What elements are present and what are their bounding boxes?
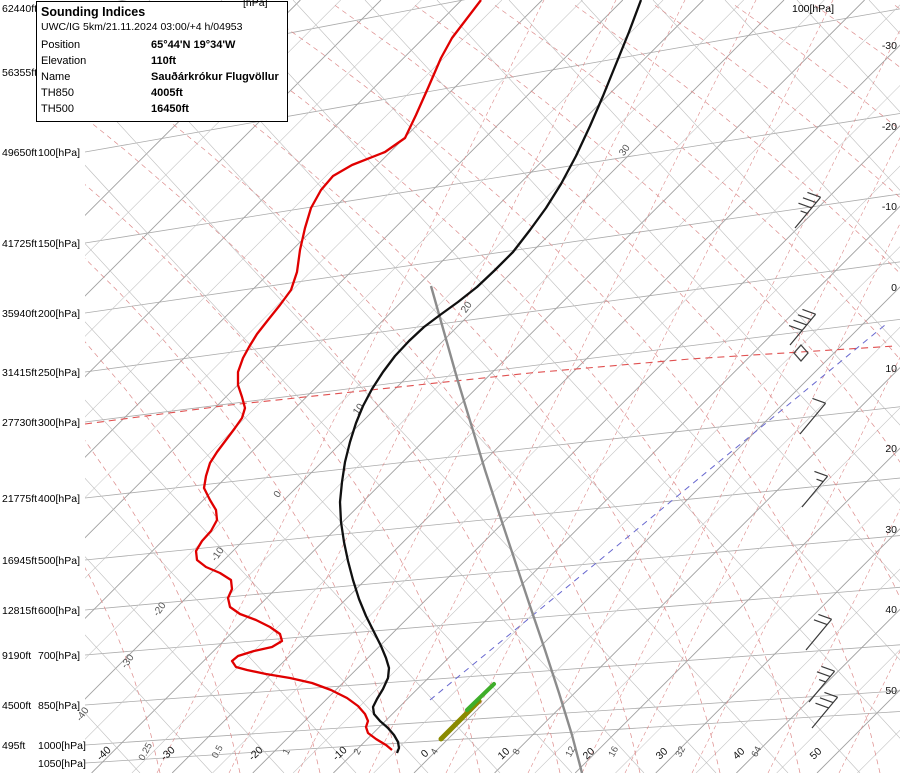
left-axis-altitude-label: 56355ft xyxy=(2,67,37,79)
row-value: Sauðárkrókur Flugvöllur xyxy=(151,71,279,83)
indices-row-elevation: Elevation 110ft xyxy=(41,53,282,69)
left-axis-altitude-label: 4500ft xyxy=(2,700,31,712)
left-axis-altitude-label: 31415ft xyxy=(2,367,37,379)
wind-barb-icon xyxy=(808,665,836,703)
row-value: 65°44'N 19°34'W xyxy=(151,39,236,51)
bottom-isotherm-label: -30 xyxy=(158,744,177,763)
right-axis-temperature-label: 30 xyxy=(885,524,897,536)
left-axis-pressure-label: 300[hPa] xyxy=(38,417,80,429)
wind-barb-icon xyxy=(811,691,839,729)
left-axis-altitude-label: 49650ft xyxy=(2,147,37,159)
left-axis-pressure-label: 850[hPa] xyxy=(38,700,80,712)
right-axis-temperature-label: 10 xyxy=(885,363,897,375)
surface-marker-olive xyxy=(438,698,482,742)
mixing-ratio-label: 16 xyxy=(606,745,621,760)
wind-barbs xyxy=(788,191,839,729)
left-axis-altitude-label: 495ft xyxy=(2,740,25,752)
right-axis-temperature-label: 40 xyxy=(885,604,897,616)
left-axis-pressure-label: 600[hPa] xyxy=(38,605,80,617)
right-axis-temperature-label: 0 xyxy=(891,282,897,294)
indices-row-th850: TH850 4005ft xyxy=(41,85,282,101)
special-lines xyxy=(85,324,896,701)
wind-barb-icon xyxy=(794,191,822,229)
adiabat-label: -30 xyxy=(119,652,137,671)
adiabat-label: 20 xyxy=(459,299,475,315)
left-axis-pressure-label: 700[hPa] xyxy=(38,650,80,662)
bottom-isotherm-label: -40 xyxy=(94,744,113,763)
row-value: 16450ft xyxy=(151,103,189,115)
top-left-pressure-unit-label: [hPa] xyxy=(243,0,268,9)
right-axis-temperature-label: 20 xyxy=(885,443,897,455)
mixing-ratio-label: 0.5 xyxy=(210,743,226,760)
left-axis-altitude-label: 9190ft xyxy=(2,650,31,662)
bottom-isotherm-label: 30 xyxy=(654,745,671,762)
sounding-indices-panel: Sounding Indices UWC/IG 5km/21.11.2024 0… xyxy=(36,1,288,122)
wind-barb-icon xyxy=(788,308,817,346)
right-axis-temperature-label: -30 xyxy=(882,40,897,52)
left-axis-pressure-label: 100[hPa] xyxy=(38,147,80,159)
mixing-ratio-label: 1 xyxy=(281,747,293,757)
sounding-curves xyxy=(194,0,643,773)
left-axis-altitude-label: 27730ft xyxy=(2,417,37,429)
mixing-ratio-label: 64 xyxy=(749,745,764,760)
row-label: Elevation xyxy=(41,55,87,67)
indices-row-position: Position 65°44'N 19°34'W xyxy=(41,37,282,53)
left-axis-pressure-label: 1050[hPa] xyxy=(38,758,86,770)
bottom-isotherm-label: 50 xyxy=(808,745,825,762)
tropopause-diamond-icon xyxy=(793,344,809,362)
indices-row-th500: TH500 16450ft xyxy=(41,101,282,117)
row-value: 4005ft xyxy=(151,87,183,99)
upper-red-dashed-line xyxy=(85,345,896,425)
top-right-pressure-label: 100[hPa] xyxy=(792,3,834,15)
left-axis-altitude-label: 35940ft xyxy=(2,308,37,320)
left-axis-altitude-label: 41725ft xyxy=(2,238,37,250)
left-axis-pressure-label: 1000[hPa] xyxy=(38,740,86,752)
dewpoint-curve xyxy=(194,0,482,751)
left-axis-altitude-label: 16945ft xyxy=(2,555,37,567)
left-axis-altitude-label: 12815ft xyxy=(2,605,37,617)
row-label: Name xyxy=(41,71,71,83)
adiabat-label: 0 xyxy=(272,489,284,500)
left-axis-pressure-label: 250[hPa] xyxy=(38,367,80,379)
mixing-ratio-label: 8 xyxy=(511,747,523,757)
bottom-isotherm-label: -20 xyxy=(246,744,265,763)
right-axis-temperature-label: -10 xyxy=(882,201,897,213)
left-axis-pressure-label: 500[hPa] xyxy=(38,555,80,567)
temperature-curve xyxy=(338,0,643,754)
wind-barb-icon xyxy=(805,613,833,651)
right-axis-temperature-label: -20 xyxy=(882,121,897,133)
wind-barb-icon xyxy=(799,397,827,435)
left-axis-pressure-label: 150[hPa] xyxy=(38,238,80,250)
bottom-isotherm-label: 40 xyxy=(731,745,748,762)
parcel-path xyxy=(429,285,584,773)
wind-barb-icon xyxy=(801,470,829,508)
row-label: TH850 xyxy=(41,87,75,99)
row-label: TH500 xyxy=(41,103,75,115)
model-run-info: UWC/IG 5km/21.11.2024 03:00/+4 h/04953 xyxy=(41,21,243,33)
row-value: 110ft xyxy=(151,55,177,67)
row-label: Position xyxy=(41,39,81,51)
surface-marker-green xyxy=(465,682,496,712)
mixing-ratio-label: 2 xyxy=(352,747,364,757)
left-axis-pressure-label: 200[hPa] xyxy=(38,308,80,320)
mixing-ratio-label: 4 xyxy=(429,747,441,757)
left-axis-pressure-label: 400[hPa] xyxy=(38,493,80,505)
mixing-ratio-label: 0.25 xyxy=(137,741,155,762)
panel-title: Sounding Indices xyxy=(41,5,146,19)
left-axis-altitude-label: 62440ft xyxy=(2,3,37,15)
indices-row-name: Name Sauðárkrókur Flugvöllur xyxy=(41,69,282,85)
right-axis-temperature-label: 50 xyxy=(885,685,897,697)
bottom-isotherm-label: 10 xyxy=(496,745,513,762)
left-axis-altitude-label: 21775ft xyxy=(2,493,37,505)
adiabat-label: -10 xyxy=(209,545,227,564)
mixing-ratio-label: 32 xyxy=(673,745,688,760)
moist-adiabat-lines xyxy=(85,4,900,773)
